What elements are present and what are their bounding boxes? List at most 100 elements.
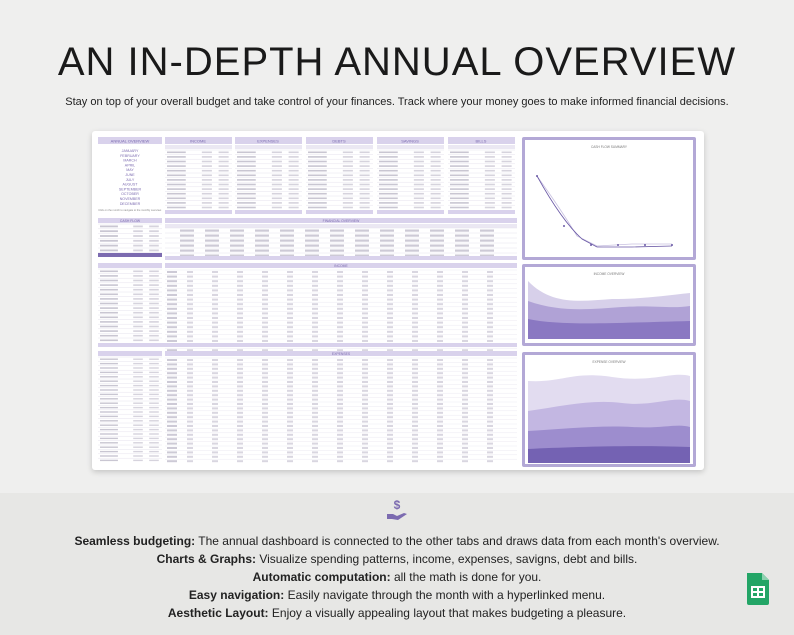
cell-text	[379, 179, 398, 181]
cell-text	[362, 398, 368, 401]
cell-text	[237, 298, 243, 301]
page-subtitle: Stay on top of your overall budget and t…	[65, 96, 729, 108]
cell-text	[100, 235, 118, 237]
cell-text	[205, 254, 219, 257]
month-link: FEBRUARY	[120, 154, 140, 158]
cell-text	[187, 289, 193, 292]
cell-text	[359, 160, 370, 163]
cell-text	[387, 420, 393, 423]
cell-text	[312, 394, 318, 397]
cell-text	[288, 202, 299, 204]
cell-text	[149, 325, 159, 328]
cell-text	[100, 334, 118, 337]
cell-text	[237, 381, 243, 383]
cell-text	[412, 403, 418, 405]
cell-text	[262, 394, 268, 397]
cell-text	[212, 411, 218, 414]
cell-text	[405, 229, 419, 232]
cell-text	[412, 280, 418, 283]
cell-text	[262, 429, 268, 432]
cell-text	[413, 165, 424, 167]
cell-text	[412, 385, 418, 388]
cell-text	[387, 416, 393, 419]
cell-text	[462, 442, 468, 445]
cell-text	[359, 197, 370, 200]
cell-text	[412, 359, 418, 361]
cell-text	[212, 429, 218, 432]
cell-text	[412, 298, 418, 301]
cell-text	[133, 380, 143, 382]
cell-text	[437, 385, 443, 388]
cell-text	[287, 271, 293, 273]
cell-text	[501, 151, 512, 154]
cell-text	[379, 160, 398, 163]
cell-text	[167, 429, 177, 432]
cell-text	[501, 206, 512, 209]
cell-text	[387, 271, 393, 273]
cell-text	[412, 340, 418, 342]
cell-text	[100, 433, 118, 435]
cell-text	[167, 359, 177, 361]
cell-text	[205, 229, 219, 232]
cell-text	[387, 381, 393, 383]
cell-text	[342, 188, 353, 190]
cell-text	[330, 249, 344, 252]
cell-text	[455, 254, 469, 257]
cell-text	[308, 179, 327, 181]
cell-text	[288, 188, 299, 190]
cell-text	[501, 188, 512, 190]
cell-text	[484, 192, 495, 195]
cell-text	[255, 229, 269, 232]
cell-text	[412, 294, 418, 296]
cell-text	[437, 389, 443, 392]
cell-text	[462, 429, 468, 432]
cell-text	[287, 335, 293, 338]
cell-text	[237, 349, 243, 352]
cell-text	[180, 249, 194, 252]
cell-text	[308, 160, 327, 163]
cell-text	[312, 335, 318, 338]
cell-text	[237, 183, 256, 186]
cell-text	[412, 330, 418, 333]
cell-text	[412, 416, 418, 419]
cell-text	[412, 326, 418, 329]
cell-text	[462, 438, 468, 441]
cell-text	[287, 455, 293, 458]
cell-text	[387, 349, 393, 352]
cell-text	[262, 403, 268, 405]
cell-text	[187, 340, 193, 342]
month-link: SEPTEMBER	[119, 187, 142, 191]
cell-text	[462, 403, 468, 405]
cell-text	[308, 174, 327, 177]
month-link: JUNE	[125, 173, 135, 177]
panel-header	[448, 137, 515, 144]
cell-text	[387, 367, 393, 370]
cell-text	[201, 179, 212, 181]
cell-text	[100, 302, 118, 305]
cell-text	[201, 165, 212, 167]
cell-text	[230, 254, 244, 257]
cell-text	[237, 367, 243, 370]
cell-text	[271, 160, 282, 163]
cell-text	[312, 403, 318, 405]
cell-text	[212, 294, 218, 296]
cell-text	[212, 451, 218, 454]
chart-title: EXPENSE OVERVIEW	[592, 360, 625, 364]
cell-text	[133, 376, 143, 378]
cell-text	[462, 289, 468, 292]
cell-text	[287, 349, 293, 352]
cell-text	[412, 398, 418, 401]
cell-text	[218, 192, 229, 195]
cell-text	[312, 451, 318, 454]
cell-text	[362, 294, 368, 296]
cell-text	[487, 317, 493, 319]
cell-text	[337, 321, 343, 324]
feature-text: Easily navigate through the month with a…	[284, 588, 606, 602]
month-link: DECEMBER	[120, 202, 141, 206]
cell-text	[342, 183, 353, 186]
cell-text	[387, 359, 393, 361]
cell-text	[337, 438, 343, 441]
cell-text	[262, 447, 268, 449]
cell-text	[167, 303, 177, 306]
cell-text	[342, 202, 353, 204]
